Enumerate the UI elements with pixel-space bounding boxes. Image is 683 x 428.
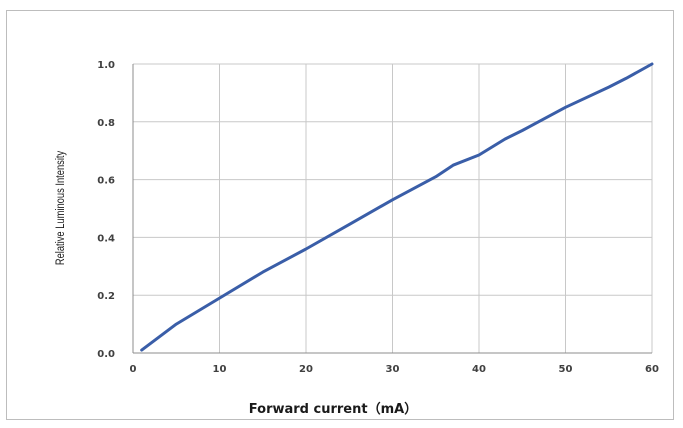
y-tick-label: 0.0 bbox=[97, 349, 115, 360]
series-group bbox=[140, 62, 654, 352]
x-axis-title: Forward current（mA） bbox=[249, 401, 417, 417]
y-tick-label: 0.2 bbox=[97, 291, 115, 302]
y-tick-label: 0.6 bbox=[97, 176, 115, 187]
y-tick-label: 0.8 bbox=[97, 118, 115, 129]
y-tick-label: 1.0 bbox=[97, 60, 115, 71]
x-tick-label: 0 bbox=[130, 364, 137, 375]
plot-area bbox=[132, 64, 652, 354]
x-tick-label: 20 bbox=[299, 364, 313, 375]
x-axis-ticks: 0 10 20 30 40 50 60 bbox=[130, 364, 659, 375]
x-tick-label: 60 bbox=[645, 364, 659, 375]
x-tick-label: 50 bbox=[559, 364, 573, 375]
x-tick-label: 30 bbox=[386, 364, 400, 375]
y-tick-label: 0.4 bbox=[97, 233, 115, 244]
y-axis-title: Relative Luminous Intensity bbox=[54, 150, 67, 265]
grid bbox=[132, 63, 653, 354]
x-tick-label: 40 bbox=[472, 364, 486, 375]
series-line bbox=[140, 62, 654, 352]
x-tick-label: 10 bbox=[213, 364, 227, 375]
y-axis-ticks: 0.0 0.2 0.4 0.6 0.8 1.0 bbox=[97, 60, 115, 360]
chart-frame bbox=[6, 10, 674, 420]
